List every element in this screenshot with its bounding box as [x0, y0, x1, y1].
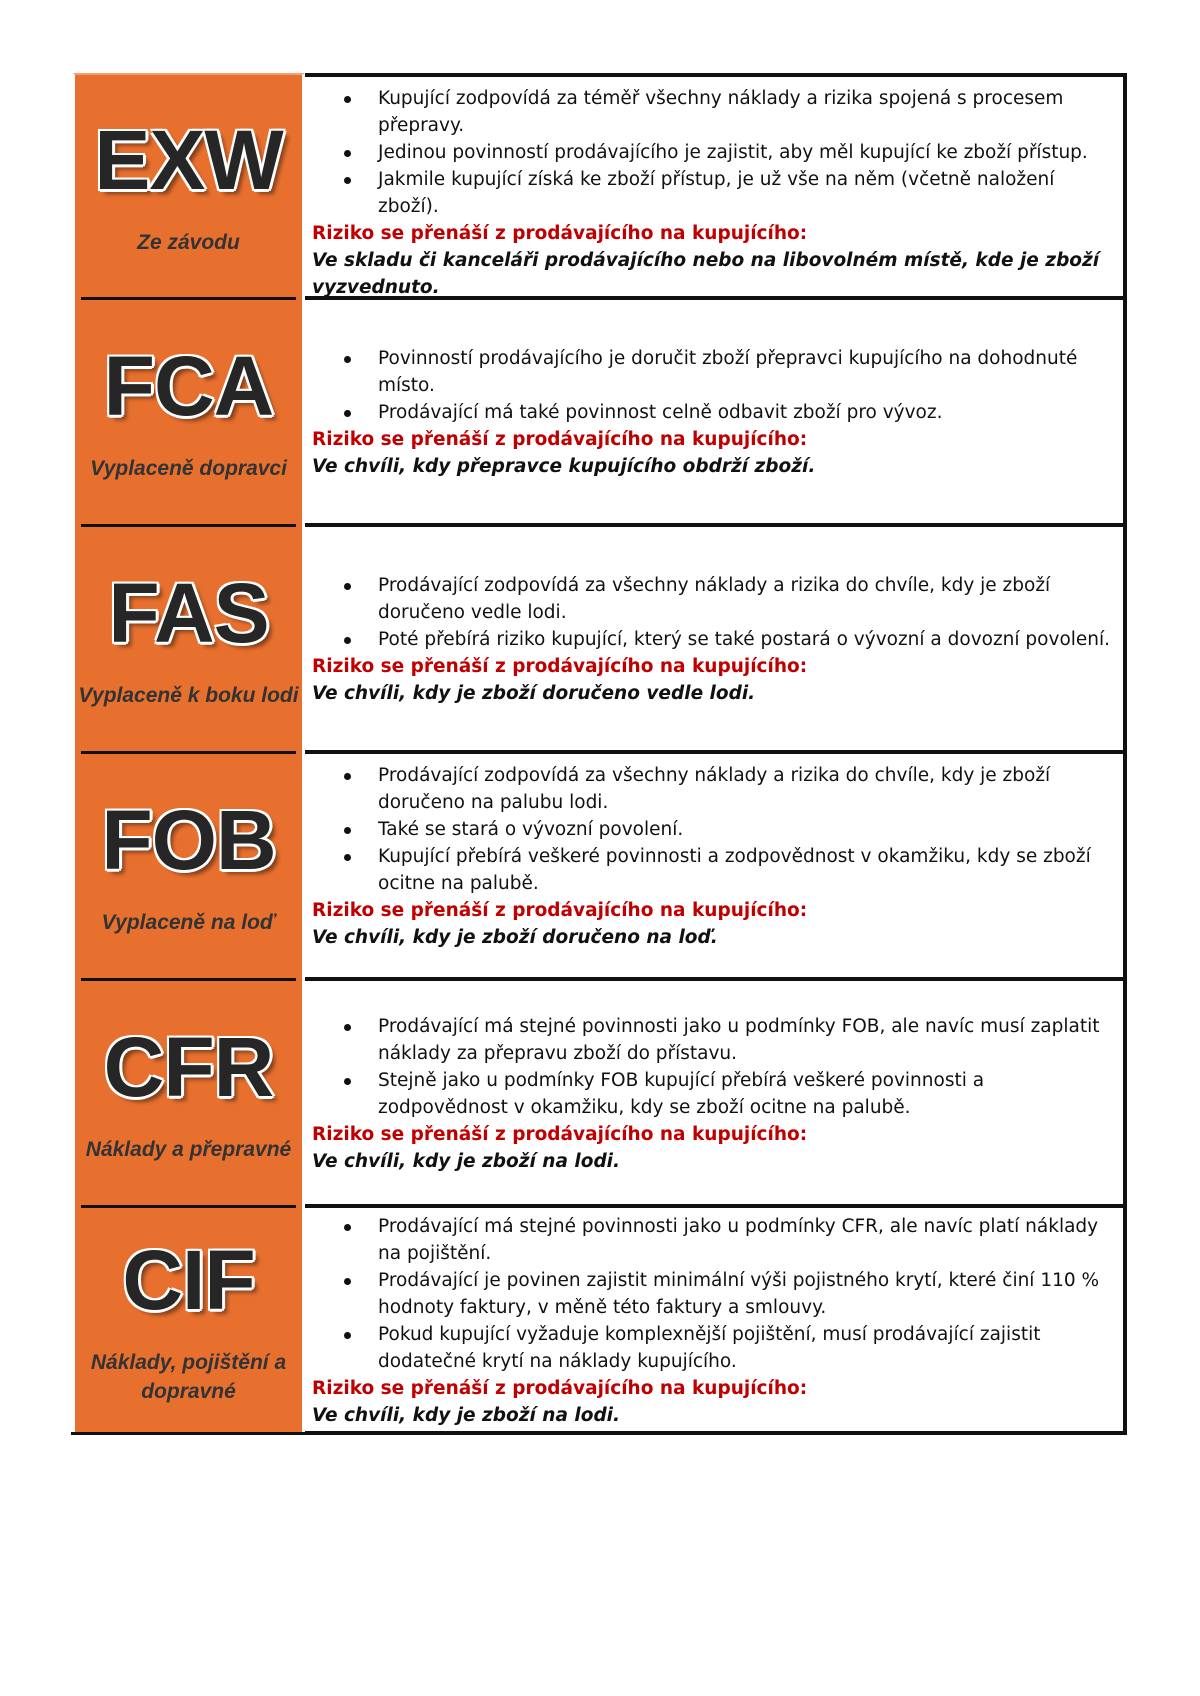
obligations-list: Kupující zodpovídá za téměř všechny nákl… [312, 85, 1115, 220]
list-item: Jedinou povinností prodávajícího je zaji… [344, 139, 1115, 166]
term-code: CIF [122, 1232, 255, 1327]
obligations-list: Prodávající zodpovídá za všechny náklady… [312, 572, 1115, 653]
list-item: Prodávající má stejné povinnosti jako u … [344, 1213, 1115, 1267]
obligations-list: Prodávající má stejné povinnosti jako u … [312, 1213, 1115, 1375]
term-header-cell: FOB Vyplaceně na loď [73, 754, 305, 981]
risk-transfer-point: Ve skladu či kanceláři prodávajícího neb… [312, 250, 1100, 298]
incoterm-row-fca: FCA Vyplaceně dopravci Povinností prodávaj… [73, 300, 1127, 527]
incoterm-row-cif: CIF Náklady, pojištění a dopravné Prodávaj… [71, 1208, 1127, 1435]
term-subtitle: Vyplaceně dopravci [90, 457, 287, 480]
list-item: Prodávající zodpovídá za všechny náklady… [344, 572, 1115, 626]
list-item: Také se stará o vývozní povolení. [344, 816, 1115, 843]
incoterms-table: EXW Ze závodu Kupující zodpovídá za téměř … [71, 73, 1127, 1435]
risk-transfer-point: Ve chvíli, kdy je zboží doručeno na loď. [312, 927, 718, 948]
risk-transfer-point: Ve chvíli, kdy je zboží na lodi. [312, 1150, 621, 1172]
list-item: Prodávající zodpovídá za všechny náklady… [344, 762, 1115, 816]
term-description-cell: Prodávající má stejné povinnosti jako u … [305, 981, 1127, 1208]
list-item: Kupující zodpovídá za téměř všechny nákl… [344, 85, 1115, 139]
list-item: Pokud kupující vyžaduje komplexnější poj… [344, 1321, 1115, 1375]
term-description-cell: Prodávající má stejné povinnosti jako u … [305, 1208, 1127, 1435]
incoterm-row-fas: FAS Vyplaceně k boku lodi Prodávající zodp… [73, 527, 1127, 754]
list-item: Jakmile kupující získá ke zboží přístup,… [344, 166, 1115, 220]
term-header-cell: CIF Náklady, pojištění a dopravné [71, 1208, 308, 1435]
term-subtitle: Vyplaceně k boku lodi [78, 684, 299, 707]
term-code: FAS [108, 566, 269, 660]
term-description-cell: Kupující zodpovídá za téměř všechny nákl… [305, 73, 1127, 300]
incoterm-row-exw: EXW Ze závodu Kupující zodpovídá za téměř … [73, 73, 1127, 300]
term-header-cell: FAS Vyplaceně k boku lodi [73, 527, 305, 754]
list-item: Poté přebírá riziko kupující, který se t… [344, 626, 1115, 653]
list-item: Stejně jako u podmínky FOB kupující přeb… [344, 1067, 1115, 1121]
risk-label: Riziko se přenáší z prodávajícího na kup… [312, 1377, 808, 1399]
list-item: Prodávající je povinen zajistit minimáln… [344, 1267, 1115, 1321]
list-item: Povinností prodávajícího je doručit zbož… [344, 345, 1115, 399]
incoterm-row-fob: FOB Vyplaceně na loď Prodávající zodpovídá… [73, 754, 1127, 981]
risk-label: Riziko se přenáší z prodávajícího na kup… [312, 656, 808, 677]
obligations-list: Prodávající zodpovídá za všechny náklady… [312, 762, 1115, 897]
list-item: Prodávající má také povinnost celně odba… [344, 399, 1115, 426]
risk-label: Riziko se přenáší z prodávajícího na kup… [312, 1123, 808, 1145]
term-description-cell: Prodávající zodpovídá za všechny náklady… [305, 754, 1127, 981]
term-subtitle: Náklady, pojištění a dopravné [90, 1350, 287, 1403]
risk-transfer-point: Ve chvíli, kdy je zboží doručeno vedle l… [312, 683, 756, 704]
obligations-list: Povinností prodávajícího je doručit zbož… [312, 345, 1115, 426]
term-code: FCA [103, 339, 275, 433]
term-header-cell: EXW Ze závodu [73, 73, 305, 300]
risk-transfer-point: Ve chvíli, kdy je zboží na lodi. [312, 1404, 621, 1426]
term-subtitle: Náklady a přepravné [85, 1138, 292, 1161]
obligations-list: Prodávající má stejné povinnosti jako u … [312, 1013, 1115, 1121]
list-item: Kupující přebírá veškeré povinnosti a zo… [344, 843, 1115, 897]
list-item: Prodávající má stejné povinnosti jako u … [344, 1013, 1115, 1067]
term-subtitle: Ze závodu [137, 231, 240, 254]
term-description-cell: Prodávající zodpovídá za všechny náklady… [305, 527, 1127, 754]
risk-label: Riziko se přenáší z prodávajícího na kup… [312, 900, 808, 921]
risk-label: Riziko se přenáší z prodávajícího na kup… [312, 223, 808, 244]
term-description-cell: Povinností prodávajícího je doručit zbož… [305, 300, 1127, 527]
term-code: FOB [101, 793, 276, 887]
risk-label: Riziko se přenáší z prodávajícího na kup… [312, 429, 808, 450]
term-code: CFR [103, 1020, 275, 1114]
term-code: EXW [94, 113, 283, 207]
term-header-cell: CFR Náklady a přepravné [73, 981, 305, 1208]
term-header-cell: FCA Vyplaceně dopravci [73, 300, 305, 527]
incoterm-row-cfr: CFR Náklady a přepravné Prodávající má ste… [73, 981, 1127, 1208]
risk-transfer-point: Ve chvíli, kdy přepravce kupujícího obdr… [312, 456, 816, 477]
term-subtitle: Vyplaceně na loď [101, 911, 276, 934]
